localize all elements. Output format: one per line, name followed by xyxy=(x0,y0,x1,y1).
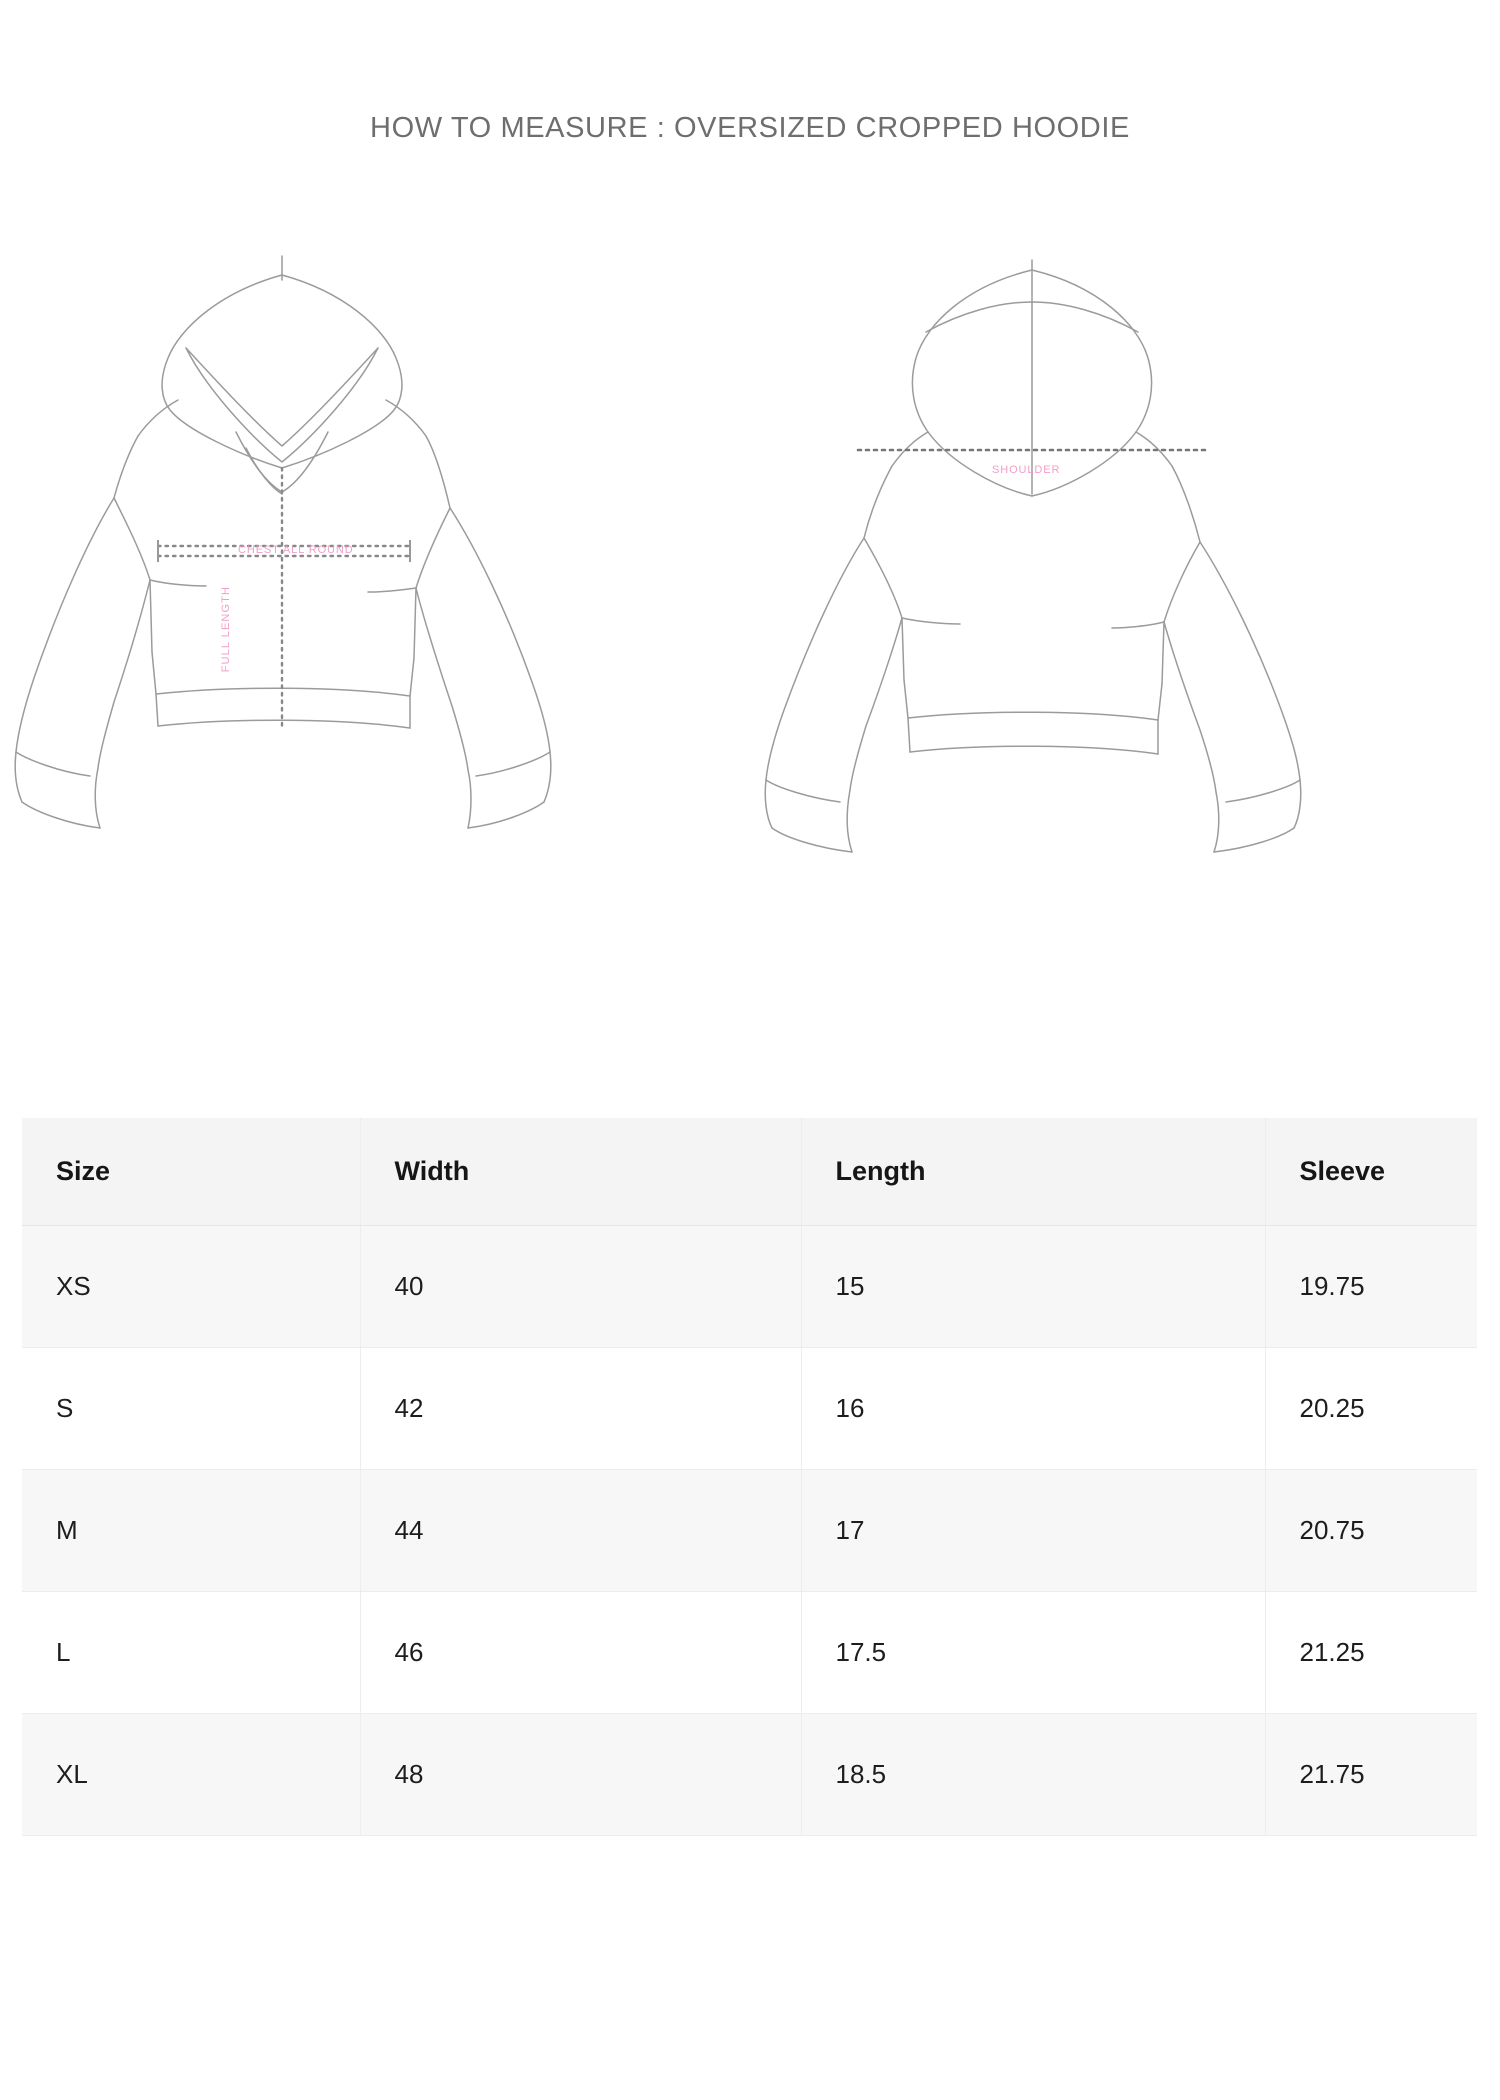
cell-length: 17.5 xyxy=(801,1591,1266,1714)
cell-length: 18.5 xyxy=(801,1713,1266,1836)
cell-width: 40 xyxy=(360,1225,802,1348)
column-header-size: Size xyxy=(22,1118,361,1226)
cell-width: 44 xyxy=(360,1469,802,1592)
cell-length: 15 xyxy=(801,1225,1266,1348)
table-body: XS 40 15 19.75 S 42 16 20.25 M 44 17 20.… xyxy=(22,1225,1477,1836)
column-header-length: Length xyxy=(801,1118,1266,1226)
illustration-stage: CHEST ALL ROUND FULL LENGTH xyxy=(0,240,1500,880)
cell-size: XL xyxy=(22,1713,361,1836)
cell-sleeve: 21.25 xyxy=(1265,1591,1477,1714)
cell-size: L xyxy=(22,1591,361,1714)
hoodie-back-svg xyxy=(764,259,1302,853)
table-row: M 44 17 20.75 xyxy=(22,1469,1477,1592)
cell-sleeve: 20.25 xyxy=(1265,1347,1477,1470)
table-row: XL 48 18.5 21.75 xyxy=(22,1713,1477,1836)
table-header: Size Width Length Sleeve xyxy=(22,1118,1477,1226)
hoodie-front-svg xyxy=(14,255,552,829)
shoulder-measure-label: SHOULDER xyxy=(992,464,1061,476)
hoodie-front-illustration: CHEST ALL ROUND FULL LENGTH xyxy=(10,240,750,880)
cell-width: 42 xyxy=(360,1347,802,1470)
column-header-sleeve: Sleeve xyxy=(1265,1118,1477,1226)
cell-width: 48 xyxy=(360,1713,802,1836)
hoodie-back-illustration: SHOULDER xyxy=(760,240,1500,880)
chest-measure-label: CHEST ALL ROUND xyxy=(238,544,354,556)
cell-sleeve: 20.75 xyxy=(1265,1469,1477,1592)
size-chart-table: Size Width Length Sleeve XS 40 15 19.75 … xyxy=(22,1118,1477,1836)
table-row: XS 40 15 19.75 xyxy=(22,1225,1477,1348)
table-row: L 46 17.5 21.25 xyxy=(22,1591,1477,1714)
cell-sleeve: 19.75 xyxy=(1265,1225,1477,1348)
cell-size: M xyxy=(22,1469,361,1592)
full-length-measure-label: FULL LENGTH xyxy=(220,586,232,673)
cell-size: XS xyxy=(22,1225,361,1348)
column-header-width: Width xyxy=(360,1118,802,1226)
size-chart-table-container: Size Width Length Sleeve XS 40 15 19.75 … xyxy=(22,1118,1477,1836)
cell-length: 17 xyxy=(801,1469,1266,1592)
cell-sleeve: 21.75 xyxy=(1265,1713,1477,1836)
page-title: HOW TO MEASURE : OVERSIZED CROPPED HOODI… xyxy=(370,112,1130,144)
table-row: S 42 16 20.25 xyxy=(22,1347,1477,1470)
cell-size: S xyxy=(22,1347,361,1470)
table-header-row: Size Width Length Sleeve xyxy=(22,1118,1477,1226)
cell-length: 16 xyxy=(801,1347,1266,1470)
cell-width: 46 xyxy=(360,1591,802,1714)
